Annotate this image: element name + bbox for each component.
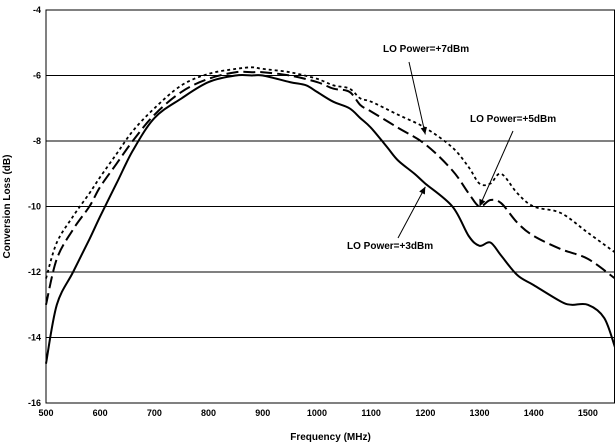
annotations: LO Power=+7dBm LO Power=+5dBm LO Power=+3d… — [347, 44, 556, 252]
x-tick-labels: 500 600 700 800 900 1000 1100 1200 1300 1400 1500 — [38, 408, 597, 418]
annotation-arrow-line — [408, 61, 426, 135]
y-axis-title: Conversion Loss (dB) — [2, 155, 13, 259]
series-line-solid — [45, 74, 615, 364]
series-line-dot — [45, 66, 615, 279]
y-tick-label: -8 — [33, 136, 41, 146]
annotation-label: LO Power=+3dBm — [347, 241, 433, 252]
y-tick-label: -4 — [33, 5, 41, 15]
x-tick-label: 1300 — [470, 408, 490, 418]
x-tick-label: 700 — [147, 408, 162, 418]
y-tick-labels: -4 -6 -8 -10 -12 -14 -16 — [28, 5, 41, 408]
annotation-arrowhead — [419, 186, 426, 195]
x-tick-label: 900 — [255, 408, 270, 418]
x-tick-label: 1500 — [578, 408, 598, 418]
y-tick-label: -6 — [33, 71, 41, 81]
x-tick-label: 1000 — [307, 408, 327, 418]
annotation-arrow-line — [397, 186, 426, 239]
x-tick-label: 1200 — [415, 408, 435, 418]
x-axis-title: Frequency (MHz) — [290, 432, 371, 443]
x-tick-label: 1400 — [524, 408, 544, 418]
x-tick-label: 800 — [201, 408, 216, 418]
annotation-arrow-line — [479, 130, 514, 207]
annotation-label: LO Power=+7dBm — [383, 44, 469, 55]
annotation-arrowhead — [479, 198, 486, 207]
y-tick-label: -16 — [28, 398, 41, 408]
x-tick-label: 500 — [38, 408, 53, 418]
x-tick-label: 1100 — [361, 408, 381, 418]
y-tick-label: -10 — [28, 202, 41, 212]
y-tick-label: -14 — [28, 333, 41, 343]
y-tick-label: -12 — [28, 267, 41, 277]
series-lines — [45, 66, 615, 364]
annotation-label: LO Power=+5dBm — [470, 114, 556, 125]
gridlines — [46, 9, 615, 404]
x-tick-label: 600 — [93, 408, 108, 418]
series-line-dash — [45, 70, 615, 306]
annotation-arrowhead — [420, 126, 427, 135]
